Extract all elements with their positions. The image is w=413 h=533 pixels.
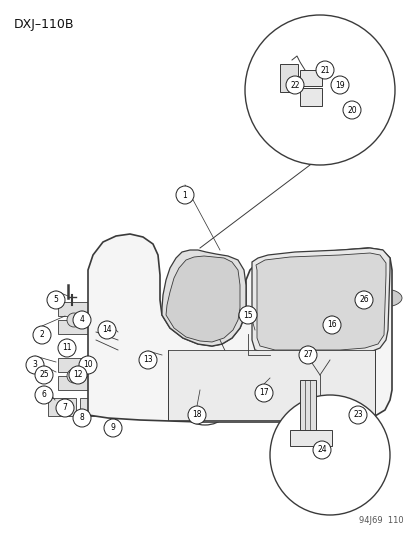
Circle shape	[354, 291, 372, 309]
FancyBboxPatch shape	[58, 376, 90, 390]
Text: 25: 25	[39, 370, 49, 379]
FancyBboxPatch shape	[80, 398, 108, 416]
Text: 24: 24	[316, 446, 326, 455]
Circle shape	[312, 441, 330, 459]
Circle shape	[238, 306, 256, 324]
Polygon shape	[252, 248, 389, 354]
FancyBboxPatch shape	[58, 358, 90, 372]
FancyBboxPatch shape	[90, 358, 118, 372]
Circle shape	[69, 366, 87, 384]
Circle shape	[139, 351, 157, 369]
Circle shape	[73, 409, 91, 427]
Text: DXJ–110B: DXJ–110B	[14, 18, 74, 31]
FancyBboxPatch shape	[58, 302, 90, 316]
Text: 15: 15	[242, 311, 252, 319]
Text: 10: 10	[83, 360, 93, 369]
Circle shape	[322, 316, 340, 334]
Polygon shape	[255, 253, 385, 350]
Polygon shape	[168, 350, 374, 420]
Text: 8: 8	[79, 414, 84, 423]
Circle shape	[67, 313, 81, 327]
Text: 11: 11	[62, 343, 71, 352]
Circle shape	[285, 76, 303, 94]
Circle shape	[342, 101, 360, 119]
Text: 12: 12	[73, 370, 83, 379]
Circle shape	[348, 406, 366, 424]
Text: 6: 6	[41, 391, 46, 400]
Text: 5: 5	[53, 295, 58, 304]
Circle shape	[330, 76, 348, 94]
FancyBboxPatch shape	[48, 398, 76, 416]
Text: 7: 7	[62, 403, 67, 413]
Text: 22: 22	[290, 80, 299, 90]
Text: 19: 19	[335, 80, 344, 90]
FancyBboxPatch shape	[279, 64, 297, 92]
Text: 13: 13	[143, 356, 152, 365]
Circle shape	[176, 186, 194, 204]
Circle shape	[26, 356, 44, 374]
Circle shape	[269, 395, 389, 515]
Circle shape	[104, 419, 122, 437]
FancyBboxPatch shape	[299, 88, 321, 106]
Text: 26: 26	[358, 295, 368, 304]
Polygon shape	[161, 250, 245, 346]
FancyBboxPatch shape	[90, 320, 118, 334]
Text: 23: 23	[352, 410, 362, 419]
Circle shape	[35, 366, 53, 384]
Circle shape	[244, 15, 394, 165]
Text: 17: 17	[259, 389, 268, 398]
Circle shape	[254, 384, 272, 402]
Circle shape	[67, 369, 81, 383]
FancyBboxPatch shape	[299, 70, 321, 86]
Text: 27: 27	[302, 351, 312, 359]
Circle shape	[58, 339, 76, 357]
Text: 1: 1	[182, 190, 187, 199]
FancyBboxPatch shape	[58, 320, 90, 334]
Text: 9: 9	[110, 424, 115, 432]
Polygon shape	[166, 256, 240, 342]
FancyBboxPatch shape	[289, 430, 331, 446]
FancyBboxPatch shape	[90, 302, 118, 316]
Circle shape	[47, 291, 65, 309]
Text: 21: 21	[320, 66, 329, 75]
Text: 4: 4	[79, 316, 84, 325]
Text: 2: 2	[40, 330, 44, 340]
Circle shape	[315, 61, 333, 79]
Circle shape	[188, 406, 206, 424]
FancyBboxPatch shape	[299, 380, 315, 430]
Text: 16: 16	[326, 320, 336, 329]
Text: 94J69  110: 94J69 110	[358, 516, 403, 525]
Ellipse shape	[365, 289, 401, 307]
Text: 14: 14	[102, 326, 112, 335]
Circle shape	[79, 356, 97, 374]
Polygon shape	[88, 234, 391, 422]
Circle shape	[73, 311, 91, 329]
Circle shape	[35, 386, 53, 404]
FancyBboxPatch shape	[90, 376, 118, 390]
Circle shape	[98, 321, 116, 339]
Text: 3: 3	[33, 360, 37, 369]
Circle shape	[56, 399, 74, 417]
Text: 18: 18	[192, 410, 201, 419]
Circle shape	[298, 346, 316, 364]
Text: 20: 20	[347, 106, 356, 115]
Circle shape	[33, 326, 51, 344]
